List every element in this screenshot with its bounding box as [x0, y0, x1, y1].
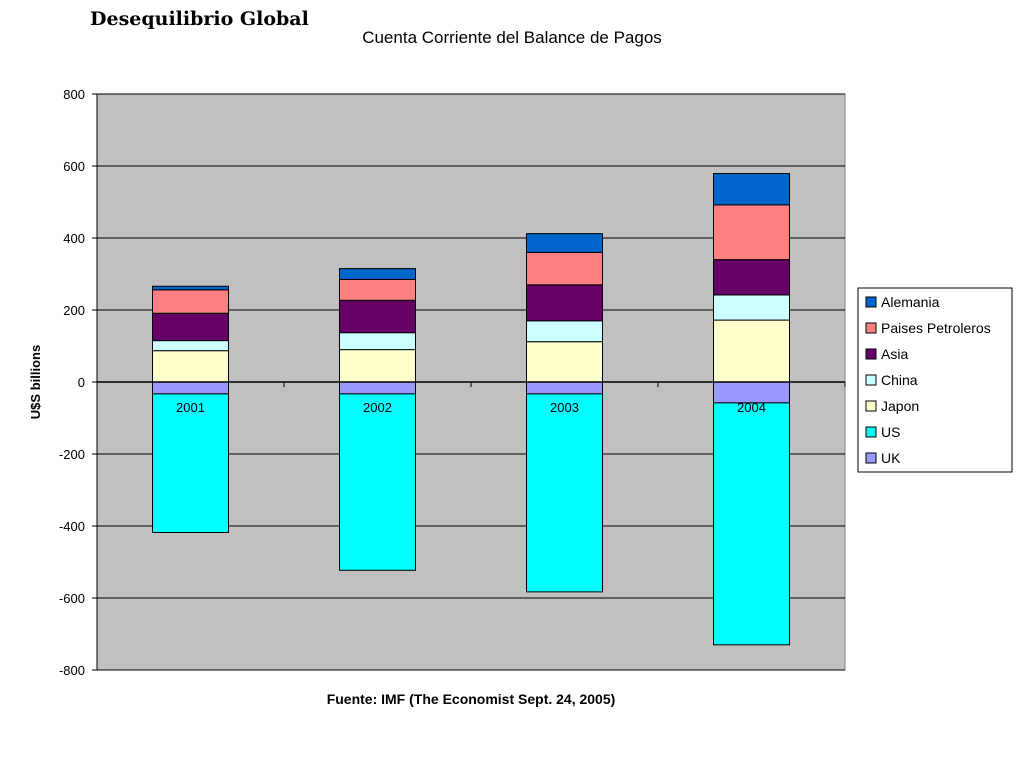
bar-china-2004: [713, 294, 790, 321]
bar-china-2002: [339, 332, 416, 351]
y-tick-label: 800: [63, 87, 85, 102]
bar-asia-2001: [152, 312, 229, 342]
bar-us-2001: [152, 393, 229, 533]
y-tick-label: -800: [59, 663, 85, 678]
y-tick-label: -200: [59, 447, 85, 462]
bar-asia-2002: [339, 299, 416, 334]
bar-asia-2003: [526, 284, 603, 322]
bar-alemania-2003: [526, 233, 603, 253]
y-tick-labels: 800 600 400 200 0 -200 -400 -600 -800: [59, 87, 97, 678]
legend-label: UK: [881, 450, 901, 466]
legend-label: US: [881, 424, 900, 440]
bar-uk-2003: [526, 381, 603, 395]
bar-asia-2004: [713, 259, 790, 296]
x-axis-label: Fuente: IMF (The Economist Sept. 24, 200…: [327, 691, 616, 707]
bar-uk-2001: [152, 381, 229, 395]
legend-swatch: [865, 322, 877, 334]
y-tick-label: 0: [78, 375, 85, 390]
y-tick-label: 600: [63, 159, 85, 174]
bar-japon-2002: [339, 349, 416, 383]
y-tick-label: 200: [63, 303, 85, 318]
legend-swatch: [865, 452, 877, 464]
bar-japon-2004: [713, 319, 790, 383]
slide-title: Desequilibrio Global: [90, 8, 309, 30]
legend-swatch: [865, 296, 877, 308]
y-axis-label: U$S billions: [28, 345, 43, 419]
bar-paises-petroleros-2003: [526, 251, 603, 286]
bar-paises-petroleros-2004: [713, 204, 790, 261]
x-tick-labels: 2001 2002 2003 2004: [176, 400, 766, 415]
y-tick-label: 400: [63, 231, 85, 246]
legend-label: Paises Petroleros: [881, 320, 991, 336]
legend-swatch: [865, 348, 877, 360]
legend: Alemania Paises Petroleros Asia China Japon U…: [857, 287, 1013, 473]
bar-alemania-2004: [713, 173, 790, 206]
bar-paises-petroleros-2001: [152, 289, 229, 314]
legend-label: Japon: [881, 398, 919, 414]
bar-china-2001: [152, 340, 229, 352]
legend-label: Asia: [881, 346, 908, 362]
bar-china-2003: [526, 320, 603, 343]
x-tick-label: 2002: [363, 400, 392, 415]
legend-swatch: [865, 426, 877, 438]
y-tick-label: -400: [59, 519, 85, 534]
bar-paises-petroleros-2002: [339, 278, 416, 301]
legend-label: Alemania: [881, 294, 940, 310]
bars: [152, 173, 790, 646]
bar-us-2003: [526, 393, 603, 593]
chart-title: Cuenta Corriente del Balance de Pagos: [362, 28, 662, 47]
x-tick-label: 2004: [737, 400, 766, 415]
legend-swatch: [865, 400, 877, 412]
bar-uk-2002: [339, 381, 416, 395]
x-tick-label: 2003: [550, 400, 579, 415]
x-tick-label: 2001: [176, 400, 205, 415]
bar-alemania-2001: [152, 285, 229, 291]
legend-swatch: [865, 374, 877, 386]
bar-japon-2003: [526, 341, 603, 383]
legend-box: [857, 287, 1013, 473]
legend-label: China: [881, 372, 918, 388]
bar-us-2002: [339, 393, 416, 571]
bar-alemania-2002: [339, 268, 416, 280]
bar-japon-2001: [152, 350, 229, 383]
bar-us-2004: [713, 402, 790, 646]
y-tick-label: -600: [59, 591, 85, 606]
